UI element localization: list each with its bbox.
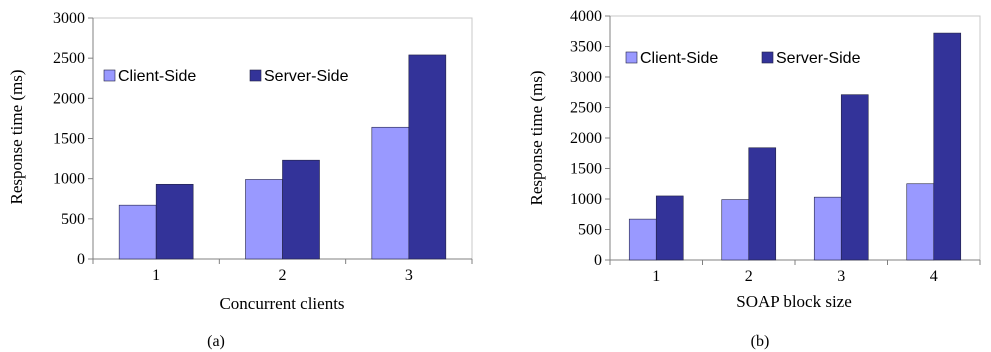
y-tick-label: 2500 <box>53 50 85 67</box>
x-tick-label: 2 <box>279 267 287 284</box>
x-tick-label: 4 <box>930 268 938 285</box>
chart-b: Response time (ms) 0 500 1000 1500 2000 2500 3… <box>527 8 981 350</box>
y-tick-label: 0 <box>77 251 85 268</box>
chart-a-x-ticks: 1 2 3 <box>92 259 473 284</box>
y-tick-label: 1000 <box>53 171 85 188</box>
chart-a-xlabel: Concurrent clients <box>219 294 344 313</box>
y-tick-label: 3500 <box>570 39 602 56</box>
chart-a-bars <box>118 54 447 260</box>
y-tick-label: 2000 <box>570 130 602 147</box>
legend-label: Server-Side <box>776 50 861 67</box>
bar-client-side-1 <box>118 204 157 260</box>
y-tick-label: 0 <box>594 252 602 269</box>
legend-swatch <box>249 69 262 82</box>
bar-server-side-3 <box>408 54 447 260</box>
chart-a-y-ticks: 0 500 1000 1500 2000 2500 3000 <box>53 10 93 268</box>
chart-a-caption: (a) <box>207 333 225 350</box>
chart-b-x-ticks: 1 2 3 4 <box>609 260 981 285</box>
x-tick-label: 1 <box>652 268 660 285</box>
y-tick-label: 1500 <box>570 161 602 178</box>
y-tick-label: 500 <box>578 222 602 239</box>
x-tick-label: 1 <box>152 267 160 284</box>
bar-server-side-1 <box>155 183 194 260</box>
chart-a-ylabel: Response time (ms) <box>7 69 26 204</box>
x-tick-label: 3 <box>837 268 845 285</box>
legend-swatch <box>625 51 638 64</box>
y-tick-label: 500 <box>61 211 85 228</box>
chart-b-caption: (b) <box>751 333 770 350</box>
legend-label: Server-Side <box>264 68 349 85</box>
legend-swatch <box>761 51 774 64</box>
y-tick-label: 2000 <box>53 90 85 107</box>
y-tick-label: 3000 <box>53 10 85 27</box>
bar-server-side-1 <box>655 195 684 261</box>
chart-a-legend: Client-Side Server-Side <box>103 68 349 85</box>
legend-swatch <box>103 69 116 82</box>
legend-label: Client-Side <box>640 50 718 67</box>
chart-b-bars <box>628 32 962 261</box>
bar-client-side-1 <box>628 218 657 261</box>
bar-server-side-3 <box>840 94 869 261</box>
legend-label: Client-Side <box>118 68 196 85</box>
bar-client-side-4 <box>906 183 935 261</box>
chart-b-y-ticks: 0 500 1000 1500 2000 2500 3000 3500 4000 <box>570 8 610 269</box>
y-tick-label: 2500 <box>570 100 602 117</box>
bar-client-side-2 <box>245 179 283 260</box>
chart-b-legend: Client-Side Server-Side <box>625 50 861 67</box>
bar-server-side-2 <box>282 159 320 260</box>
bar-client-side-3 <box>371 126 410 260</box>
bar-client-side-3 <box>813 196 842 261</box>
chart-a: Response time (ms) 0 500 1000 1500 2000 2500 3… <box>7 10 473 350</box>
bar-client-side-2 <box>721 199 750 261</box>
y-tick-label: 1500 <box>53 131 85 148</box>
y-tick-label: 3000 <box>570 69 602 86</box>
bar-server-side-4 <box>933 32 962 261</box>
x-tick-label: 2 <box>745 268 753 285</box>
chart-b-ylabel: Response time (ms) <box>527 70 546 205</box>
chart-b-xlabel: SOAP block size <box>736 292 852 311</box>
x-tick-label: 3 <box>405 267 413 284</box>
bar-server-side-2 <box>748 147 777 261</box>
y-tick-label: 1000 <box>570 191 602 208</box>
y-tick-label: 4000 <box>570 8 602 25</box>
